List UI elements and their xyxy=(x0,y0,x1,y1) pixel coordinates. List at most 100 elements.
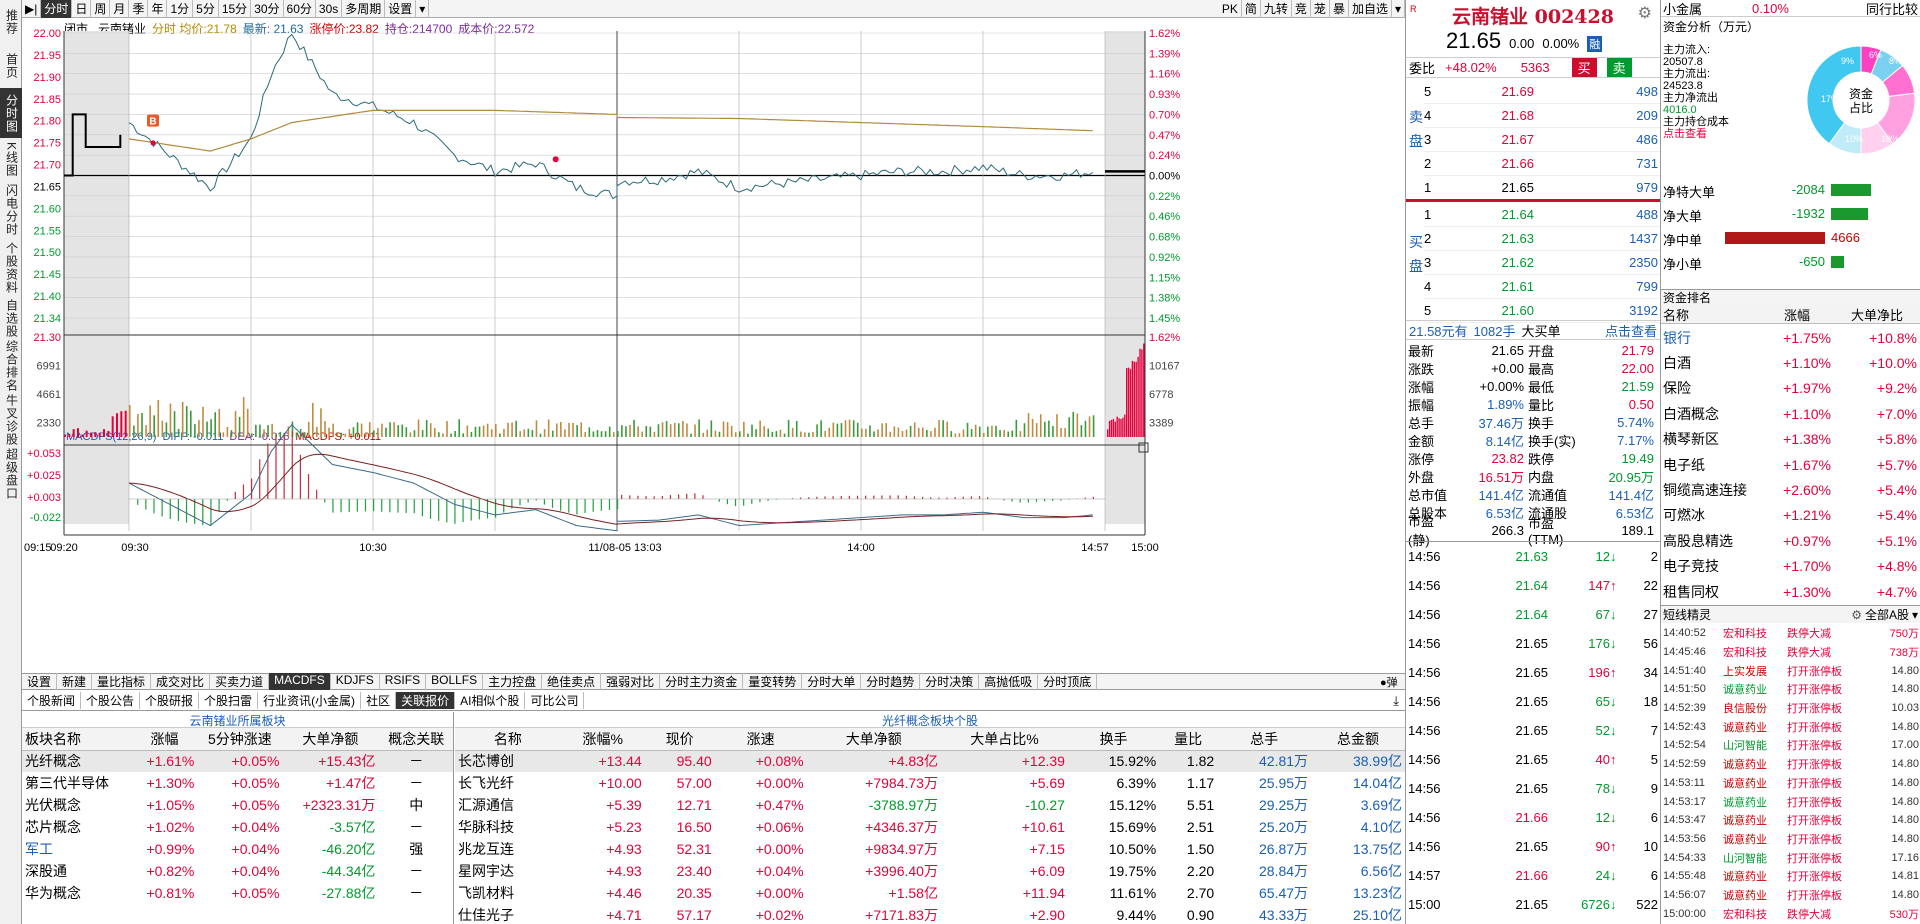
stock-col-header[interactable]: 总金额 xyxy=(1337,730,1380,747)
indicator-tab-7[interactable]: RSIFS xyxy=(380,673,427,690)
period-tab-10[interactable]: 60分 xyxy=(284,0,316,18)
short-line-row[interactable]: 15:00:00 宏和科技 跌停大减 530万 xyxy=(1661,904,1920,923)
settings-gear-icon[interactable]: ⚙ xyxy=(1637,5,1652,22)
period-tab-1[interactable]: 日 xyxy=(72,0,92,18)
indicator-tab-3[interactable]: 成交对比 xyxy=(151,673,211,690)
short-line-row[interactable]: 14:56:07 诚意药业 打开涨停板 14.80 xyxy=(1661,886,1920,905)
rank-row[interactable]: 高股息精选 +0.97% +5.1% xyxy=(1661,528,1920,553)
bids-row[interactable]: 5 21.60 3192 xyxy=(1424,299,1661,323)
stock-row[interactable]: 兆龙互连 +4.93 52.31 +0.00% +9834.97万 +7.15 10.50%… xyxy=(455,838,1405,860)
stock-row[interactable]: 长芯博创 +13.44 95.40 +0.08% +4.83亿 +12.39 15.92% 1… xyxy=(455,750,1405,772)
stock-row[interactable]: 飞凯材料 +4.46 20.35 +0.00% +1.58亿 +11.94 11.61% 2.… xyxy=(455,882,1405,904)
stock-row[interactable]: 星网宇达 +4.93 23.40 +0.04% +3996.40万 +6.09 19.75%… xyxy=(455,860,1405,882)
short-line-row[interactable]: 14:51:40 上实发展 打开涨停板 14.80 xyxy=(1661,661,1920,680)
big-order-link[interactable]: 点击查看 xyxy=(1604,323,1657,339)
short-line-row[interactable]: 14:45:46 宏和科技 跌停大减 738万 xyxy=(1661,643,1920,662)
stock-col-header[interactable]: 涨幅% xyxy=(582,730,623,747)
asks-row[interactable]: 2 21.66 731 xyxy=(1424,152,1661,176)
period-tab-9[interactable]: 30分 xyxy=(251,0,284,18)
indicator-tab-17[interactable]: 高抛低吸 xyxy=(979,673,1039,690)
tool-button-0[interactable]: PK xyxy=(1219,0,1242,18)
info-tab-5[interactable]: 社区 xyxy=(361,692,397,709)
stock-col-header[interactable]: 量比 xyxy=(1174,730,1203,747)
rank-col-header[interactable]: 涨幅 xyxy=(1783,308,1810,323)
info-tab-3[interactable]: 个股扫雷 xyxy=(199,692,259,709)
short-filter-dropdown-icon[interactable]: ▾ xyxy=(1911,607,1918,622)
tool-button-5[interactable]: 暴 xyxy=(1330,0,1349,18)
sector-col-header[interactable]: 板块名称 xyxy=(25,730,81,747)
sector-row[interactable]: 芯片概念 +1.02% +0.04% -3.57亿 － xyxy=(22,816,453,838)
period-tab-6[interactable]: 1分 xyxy=(167,0,194,18)
nav-item-7[interactable]: 综合排名 xyxy=(4,340,19,392)
period-tab-3[interactable]: 月 xyxy=(110,0,130,18)
short-line-row[interactable]: 14:52:59 诚意药业 打开涨停板 14.80 xyxy=(1661,755,1920,774)
asks-row[interactable]: 4 21.68 209 xyxy=(1424,104,1661,128)
bids-row[interactable]: 4 21.61 799 xyxy=(1424,275,1661,299)
tool-button-6[interactable]: 加自选 xyxy=(1349,0,1392,18)
short-line-row[interactable]: 14:53:17 诚意药业 打开涨停板 14.80 xyxy=(1661,792,1920,811)
stock-col-header[interactable]: 现价 xyxy=(665,730,694,747)
bids-row[interactable]: 1 21.64 488 xyxy=(1424,203,1661,227)
short-line-row[interactable]: 14:52:39 良信股份 打开涨停板 10.03 xyxy=(1661,699,1920,718)
info-tab-6[interactable]: 关联报价 xyxy=(396,692,456,709)
indicator-tab-12[interactable]: 分时主力资金 xyxy=(660,673,744,690)
tool-button-4[interactable]: 茏 xyxy=(1311,0,1330,18)
period-tab-13[interactable]: 设置 xyxy=(385,0,417,18)
period-tab-11[interactable]: 30s xyxy=(316,0,343,18)
indicator-tab-0[interactable]: 设置 xyxy=(22,673,58,690)
rank-row[interactable]: 横琴新区 +1.38% +5.8% xyxy=(1661,427,1920,452)
indicator-tab-15[interactable]: 分时趋势 xyxy=(861,673,921,690)
nav-item-2[interactable]: 分时图 xyxy=(0,88,22,138)
indicator-tab-5[interactable]: MACDFS xyxy=(269,673,331,690)
popup-icon[interactable]: ●弹 xyxy=(1380,677,1398,689)
buy-button[interactable]: 买 xyxy=(1571,58,1597,77)
period-dropdown-icon[interactable]: ▾ xyxy=(416,0,430,18)
short-line-row[interactable]: 14:51:50 诚意药业 打开涨停板 14.80 xyxy=(1661,680,1920,699)
download-icon[interactable]: ⤓ xyxy=(1393,692,1399,708)
nav-item-8[interactable]: 牛叉诊股 xyxy=(4,394,19,446)
rank-row[interactable]: 租售同权 +1.30% +4.7% xyxy=(1661,579,1920,604)
indicator-tab-14[interactable]: 分时大单 xyxy=(802,673,862,690)
rank-row[interactable]: 白酒 +1.10% +10.0% xyxy=(1661,350,1920,375)
short-line-row[interactable]: 14:53:56 诚意药业 打开涨停板 14.80 xyxy=(1661,830,1920,849)
buy-signal-icon[interactable] xyxy=(147,114,159,127)
indicator-tab-1[interactable]: 新建 xyxy=(57,673,93,690)
stock-row[interactable]: 华脉科技 +5.23 16.50 +0.06% +4346.37万 +10.61 15.69… xyxy=(455,816,1405,838)
tool-button-2[interactable]: 九转 xyxy=(1261,0,1292,18)
short-line-row[interactable]: 14:53:11 诚意药业 打开涨停板 14.80 xyxy=(1661,774,1920,793)
short-line-row[interactable]: 14:55:48 诚意药业 打开涨停板 14.81 xyxy=(1661,867,1920,886)
sector-row[interactable]: 光纤概念 +1.61% +0.05% +15.43亿 － xyxy=(22,750,453,772)
fund-link[interactable]: 点击查看 xyxy=(1663,128,1707,140)
info-tab-7[interactable]: AI相似个股 xyxy=(455,692,526,709)
indicator-tab-10[interactable]: 绝佳卖点 xyxy=(542,673,602,690)
indicator-tab-2[interactable]: 量比指标 xyxy=(92,673,152,690)
sector-row[interactable]: 华为概念 +0.81% +0.05% -27.88亿 － xyxy=(22,882,453,904)
sector-name[interactable]: 小金属 xyxy=(1663,1,1703,17)
rank-row[interactable]: 银行 +1.75% +10.8% xyxy=(1661,325,1920,350)
period-tab-12[interactable]: 多周期 xyxy=(342,0,386,18)
sector-col-header[interactable]: 大单净额 xyxy=(302,730,359,747)
sell-button[interactable]: 卖 xyxy=(1606,58,1632,77)
info-tab-8[interactable]: 可比公司 xyxy=(525,692,585,709)
nav-item-0[interactable]: 推荐 xyxy=(4,9,19,35)
close-macd-icon[interactable] xyxy=(1138,442,1149,453)
nav-item-4[interactable]: 闪电分时 xyxy=(4,184,19,236)
bids-row[interactable]: 2 21.63 1437 xyxy=(1424,227,1661,251)
rank-col-header[interactable]: 大单净比 xyxy=(1850,308,1903,323)
asks-row[interactable]: 3 21.67 486 xyxy=(1424,128,1661,152)
stock-col-header[interactable]: 名称 xyxy=(493,730,522,747)
info-tab-1[interactable]: 个股公告 xyxy=(81,692,141,709)
nav-item-3[interactable]: K线图 xyxy=(4,142,19,178)
sector-row[interactable]: 军工 +0.99% +0.04% -46.20亿 强 xyxy=(22,838,453,860)
bids-row[interactable]: 3 21.62 2350 xyxy=(1424,251,1661,275)
indicator-tab-8[interactable]: BOLLFS xyxy=(426,673,484,690)
short-filter[interactable]: 全部A股 xyxy=(1864,608,1909,622)
indicator-tab-18[interactable]: 分时顶底 xyxy=(1038,673,1098,690)
stock-row[interactable]: 长飞光纤 +10.00 57.00 +0.00% +7984.73万 +5.69 6.39%… xyxy=(455,772,1405,794)
intraday-chart[interactable]: 22.00 21.95 21.90 21.85 21.80 21.75 21.70 21.65… xyxy=(22,19,1405,672)
stock-col-header[interactable]: 大单占比% xyxy=(970,730,1039,747)
indicator-tab-9[interactable]: 主力控盘 xyxy=(483,673,543,690)
period-tab-7[interactable]: 5分 xyxy=(193,0,219,18)
info-tab-2[interactable]: 个股研报 xyxy=(140,692,200,709)
info-tab-4[interactable]: 行业资讯(小金属) xyxy=(258,692,362,709)
